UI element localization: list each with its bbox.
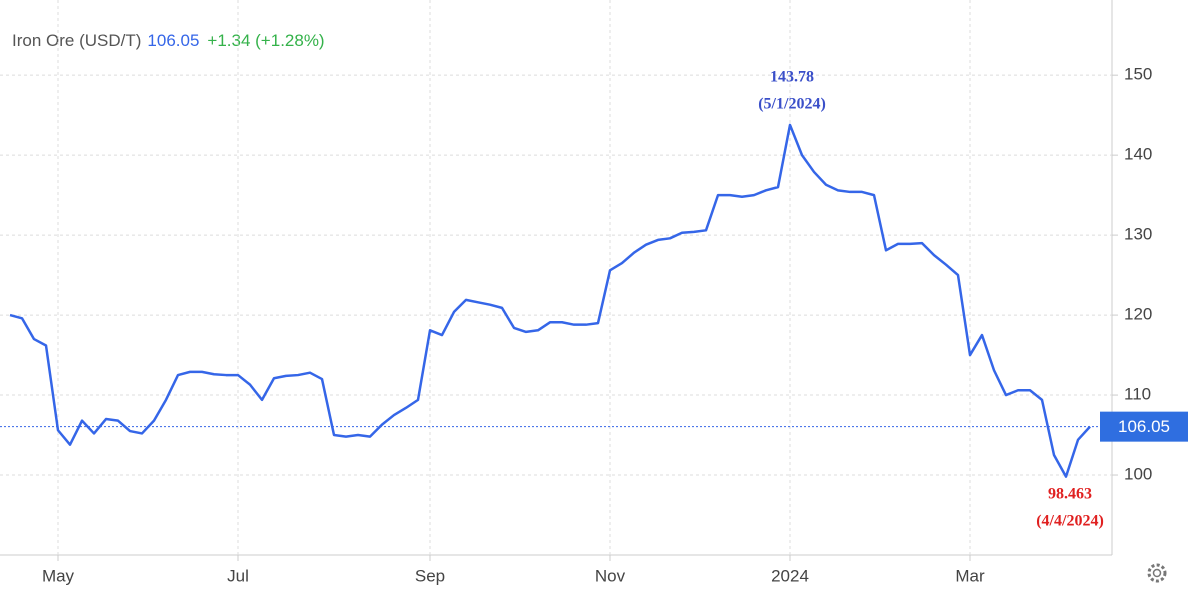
- x-tick-label: Mar: [955, 566, 985, 585]
- gear-hub[interactable]: [1152, 568, 1162, 578]
- x-tick-label: 2024: [771, 566, 809, 585]
- last-value: 106.05: [147, 31, 199, 50]
- settings-icon[interactable]: [1147, 563, 1167, 583]
- x-tick-label: Jul: [227, 566, 249, 585]
- change: +1.34 (+1.28%): [207, 31, 324, 50]
- title: Iron Ore (USD/T): [12, 31, 141, 50]
- annotation-value: 98.463: [1048, 486, 1092, 503]
- annotation-date: (4/4/2024): [1036, 513, 1104, 530]
- y-tick-label: 140: [1124, 145, 1152, 164]
- x-tick-label: May: [42, 566, 75, 585]
- y-tick-label: 120: [1124, 305, 1152, 324]
- last-value-box: [1100, 411, 1188, 442]
- y-tick-label: 130: [1124, 225, 1152, 244]
- y-tick-label: 110: [1124, 385, 1151, 404]
- y-tick-label: 100: [1124, 465, 1152, 484]
- annotation-value: 143.78: [770, 69, 814, 86]
- annotation-date: (5/1/2024): [758, 96, 826, 113]
- gear[interactable]: [1147, 563, 1167, 583]
- x-tick-label: Nov: [595, 566, 626, 585]
- last-value-label: 106.05: [1118, 417, 1170, 436]
- y-tick-label: 150: [1124, 65, 1152, 84]
- series-line: [9, 123, 1091, 478]
- chart-title: Iron Ore (USD/T) 106.05 +1.34 (+1.28%): [12, 31, 325, 50]
- x-tick-label: Sep: [415, 566, 445, 585]
